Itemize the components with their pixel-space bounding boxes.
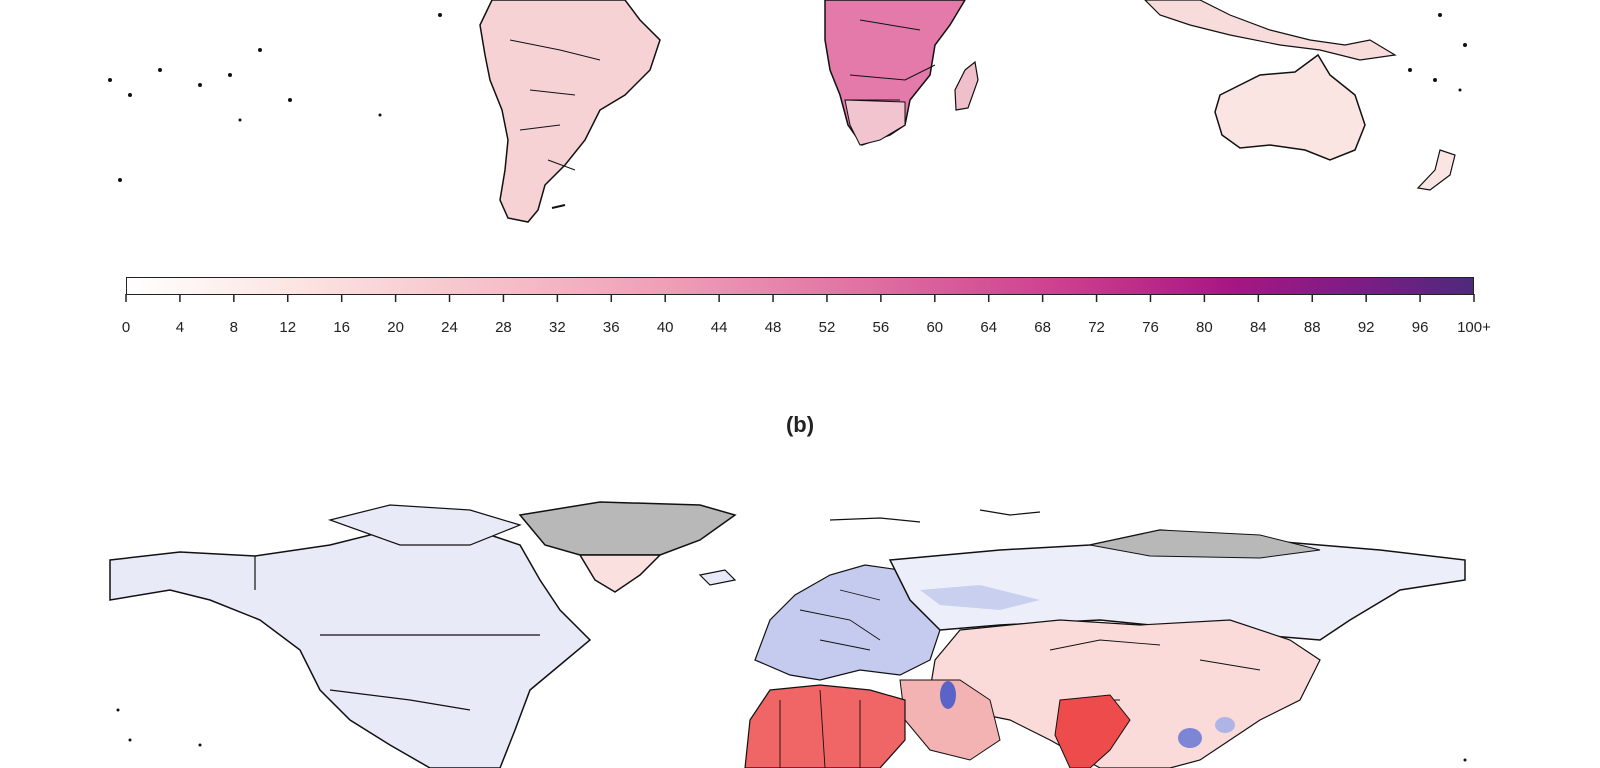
australia [1214,53,1366,161]
legend-tick-label: 48 [765,319,782,336]
legend-tick-label: 88 [1304,319,1321,336]
legend-tick-label: 40 [657,319,674,336]
legend-tick-label: 24 [441,319,458,336]
legend-tick-label: 16 [333,319,350,336]
legend-tick-label: 4 [176,319,184,336]
color-scale-ticks: 0 4 8 12 16 20 24 28 32 36 40 44 48 52 56 60 64 68 72 76 80 8… [122,294,1491,336]
north-america [109,524,592,768]
india [1054,694,1131,768]
north-africa [744,684,906,768]
map-panel-b [109,501,1467,768]
legend-tick-label: 32 [549,319,566,336]
legend-tick-label: 12 [279,319,296,336]
legend-tick-label: 92 [1358,319,1375,336]
legend-tick-label: 0 [122,319,130,336]
madagascar [954,60,979,111]
panel-b-label: (b) [785,412,815,437]
legend-tick-label: 36 [603,319,620,336]
legend-tick-label: 56 [873,319,890,336]
legend-tick-label: 8 [230,319,238,336]
legend-tick-label: 68 [1034,319,1051,336]
legend-tick-label: 28 [495,319,512,336]
greenland [518,501,737,556]
legend-tick-label: 44 [711,319,728,336]
map-panel-a [108,0,1467,223]
legend-tick-label: 84 [1250,319,1267,336]
legend-tick-label: 72 [1088,319,1105,336]
legend-tick-label: 80 [1196,319,1213,336]
legend-tick-label: 64 [980,319,997,336]
legend-tick-label: 76 [1142,319,1159,336]
new-zealand [1416,149,1456,191]
color-scale-bar [126,277,1474,295]
legend-tick-label: 100+ [1457,319,1491,336]
legend-tick-label: 60 [926,319,943,336]
middle-east [899,679,1001,761]
southeast-asia [1144,0,1397,61]
legend-tick-label: 20 [387,319,404,336]
legend-tick-label: 52 [819,319,836,336]
south-america [479,0,661,223]
legend-tick-label: 96 [1412,319,1429,336]
